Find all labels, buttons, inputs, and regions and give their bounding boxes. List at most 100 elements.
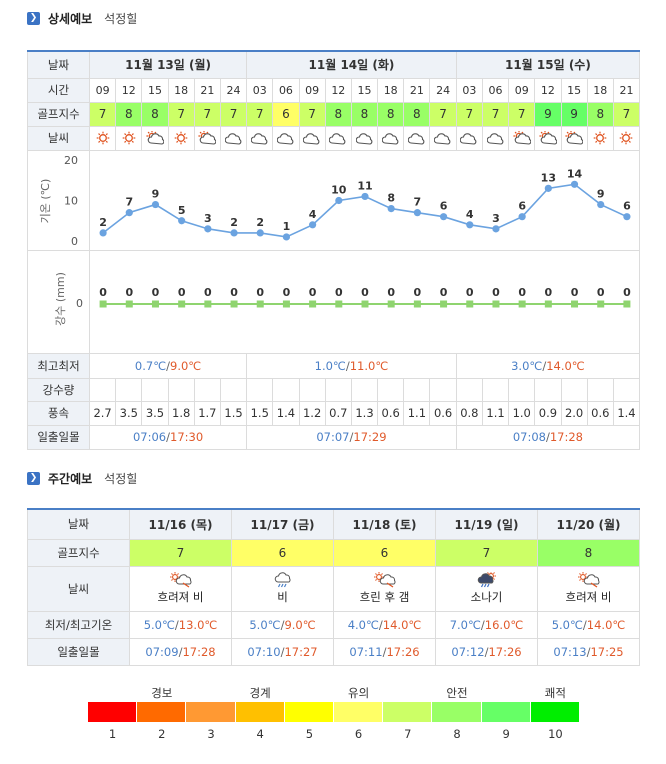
time-cell: 15 — [141, 77, 169, 103]
cloud-icon — [381, 133, 399, 145]
weekly-day-header: 11/17 (금) — [231, 508, 334, 540]
day-minmax-cell: 1.0℃/11.0℃ — [246, 352, 457, 379]
sun-icon — [593, 131, 607, 145]
temperature-value-label: 3 — [492, 211, 500, 224]
rain-chart: 강수 (mm) 0 0 0 0 0 0 0 0 0 0 0 0 0 0 0 0 0 0 0 0 0 0 — [54, 272, 631, 326]
weekly-golf-cell: 7 — [435, 538, 538, 567]
golf-index-cell: 7 — [193, 101, 221, 127]
weekly-sun-cell: 07:09/17:28 — [129, 637, 232, 666]
weather-cell — [455, 125, 483, 151]
temp-separator: / — [174, 617, 179, 632]
temperature-value-label: 14 — [567, 167, 583, 180]
wind-cell: 0.9 — [534, 400, 562, 426]
temperature-point — [439, 212, 448, 220]
time-cell: 09 — [298, 77, 326, 103]
legend-word: 경보 — [151, 686, 173, 700]
rainfall-cell — [350, 377, 379, 402]
wind-cell: 0.8 — [455, 400, 483, 426]
weekly-golf-cell: 6 — [333, 538, 436, 567]
temperature-point — [413, 208, 421, 216]
rain-chart-cell: 강수 (mm) 0 0 0 0 0 0 0 0 0 0 0 0 0 0 0 0 0 0 0 0 0 0 — [54, 249, 641, 354]
weekly-sunrise: 07:13 — [553, 644, 587, 659]
time-row: 시간 09 12 15 18 21 24 03 06 09 12 15 18 21 24 03 06 09 12 15… — [27, 77, 641, 103]
golf-index-cell: 7 — [455, 101, 483, 127]
sun-icon — [122, 131, 136, 145]
temperature-value-label: 6 — [518, 199, 526, 212]
time-separator: / — [178, 644, 183, 659]
cloud-icon — [224, 133, 241, 145]
wind-cell: 1.1 — [403, 400, 431, 426]
rain-bar — [230, 300, 238, 307]
legend-color-cell — [383, 702, 433, 722]
rainfall-cell — [167, 377, 195, 402]
sun-icon — [174, 131, 188, 145]
cloud-icon — [460, 133, 477, 145]
time-cell: 06 — [272, 77, 300, 103]
sunrise-time: 07:07 — [316, 430, 350, 444]
golf-index-row: 골프지수 7 8 8 7 7 7 7 6 7 8 8 8 8 7 7 7 7 9 9 8 7 — [27, 101, 641, 127]
weather-cell — [246, 125, 274, 151]
golf-index-label: 골프지수 — [27, 101, 90, 127]
weekly-sunrise: 07:10 — [247, 644, 281, 659]
weekly-weather-cell: 비 — [231, 565, 334, 612]
rain-value-label: 0 — [361, 286, 369, 299]
time-cell: 18 — [586, 77, 614, 103]
legend-color-cell — [432, 702, 482, 722]
partly-cloudy-icon — [539, 130, 558, 145]
legend-color-scale — [88, 702, 580, 722]
rainfall-cell — [508, 377, 536, 402]
temperature-point — [466, 220, 474, 228]
temperature-point — [99, 228, 107, 236]
legend-color-cell — [530, 702, 580, 722]
minmax-row: 최고최저 0.7℃/9.0℃ 1.0℃/11.0℃ 3.0℃/14.0℃ — [27, 352, 641, 379]
weekly-sunset: 17:25 — [590, 644, 624, 659]
rainfall-cell — [272, 377, 300, 402]
golf-index-cell: 7 — [219, 101, 248, 127]
temp-separator: / — [345, 358, 350, 373]
rain-value-label: 0 — [623, 286, 631, 299]
temperature-point — [309, 220, 317, 228]
legend-color-cell — [333, 702, 384, 722]
rainfall-label: 강수량 — [27, 377, 90, 402]
weekly-temp-row: 최저/최고기온 5.0℃/13.0℃ 5.0℃/9.0℃ 4.0℃/14.0℃ 7.0℃… — [27, 610, 640, 639]
day-minmax-cell: 3.0℃/14.0℃ — [455, 352, 641, 379]
weekly-sun-cell: 07:13/17:25 — [537, 637, 640, 666]
weekly-weather-row: 날씨 흐려져 비 비 흐린 후 갬 소나기 흐려져 비 — [27, 565, 640, 612]
temp-separator: / — [378, 617, 383, 632]
weekly-max-temp: 14.0℃ — [382, 617, 422, 632]
weekly-day-header: 11/18 (토) — [333, 508, 436, 540]
temp-separator: / — [280, 617, 285, 632]
time-cell: 09 — [88, 77, 117, 103]
temperature-point — [361, 192, 369, 200]
legend-level-number: 6 — [354, 727, 363, 741]
shower-icon — [477, 571, 496, 588]
weekly-day-header: 11/16 (목) — [129, 508, 232, 540]
temperature-point — [125, 208, 133, 216]
weather-cell — [377, 125, 405, 151]
time-separator: / — [166, 430, 171, 444]
rain-bar — [413, 300, 421, 307]
day-sun-cell: 07:06/17:30 — [88, 424, 248, 450]
temp-separator: / — [166, 358, 171, 373]
rain-value-label: 0 — [545, 286, 553, 299]
legend-level-number: 7 — [404, 727, 412, 741]
weekly-min-temp: 4.0℃ — [347, 617, 379, 632]
legend-level-number: 3 — [207, 727, 215, 741]
rain-bar — [387, 300, 395, 307]
time-cell: 03 — [455, 77, 483, 103]
golf-index-cell: 7 — [88, 101, 117, 127]
weekly-temp-cell: 7.0℃/16.0℃ — [435, 610, 538, 639]
weekly-sun-cell: 07:10/17:27 — [231, 637, 334, 666]
time-separator: / — [484, 644, 489, 659]
weather-cell — [429, 125, 457, 151]
rain-value-label: 0 — [283, 286, 291, 299]
rainfall-cell — [246, 377, 274, 402]
time-label: 시간 — [27, 77, 90, 103]
weather-cell — [534, 125, 562, 151]
rainfall-cell — [115, 377, 143, 402]
golf-index-cell: 7 — [429, 101, 457, 127]
time-separator: / — [280, 644, 285, 659]
rain-bar — [440, 300, 448, 307]
golf-index-cell: 8 — [377, 101, 405, 127]
legend-level-number: 4 — [256, 727, 264, 741]
